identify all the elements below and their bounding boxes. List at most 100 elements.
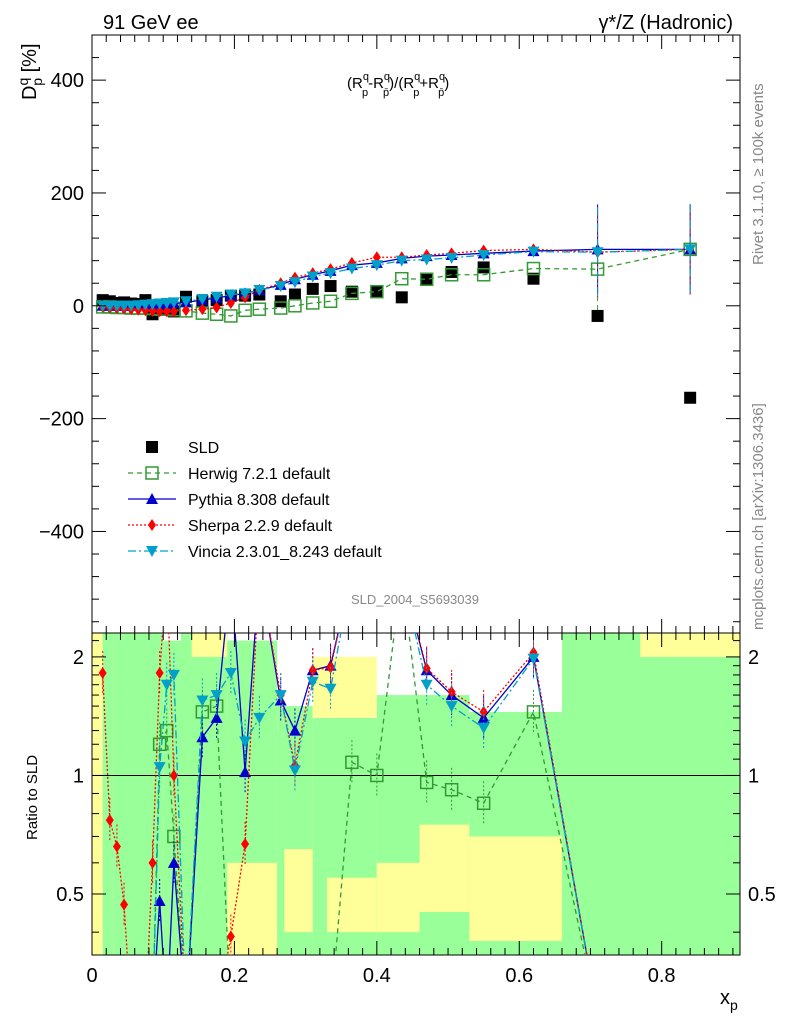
ratio-band — [191, 633, 228, 657]
main-data-point — [224, 309, 238, 323]
ratio-data-point — [526, 705, 541, 719]
main-data-point — [179, 296, 192, 308]
legend-marker — [148, 519, 156, 531]
ratio-y-tick-label-right: 2 — [748, 647, 759, 669]
ratio-band — [312, 656, 377, 718]
ratio-y-tick-label-right: 1 — [748, 765, 759, 787]
main-y-tick-label: 400 — [51, 70, 84, 92]
ratio-y-tick-label-right: 0.5 — [748, 884, 776, 906]
main-data-point — [395, 291, 408, 304]
main-data-point — [210, 291, 223, 303]
ratio-data-point — [148, 856, 157, 869]
legend-marker — [146, 441, 158, 453]
ratio-data-point — [477, 722, 490, 734]
x-tick-label: 0.2 — [221, 965, 249, 987]
main-data-point — [324, 280, 337, 293]
main-data-point — [526, 261, 541, 276]
ratio-data-point — [224, 668, 237, 680]
ratio-plot-frame — [91, 632, 741, 956]
main-data-point — [274, 295, 287, 308]
legend-entry-label: Vincia 2.3.01_8.243 default — [188, 544, 382, 561]
main-y-tick-label: 200 — [51, 183, 84, 205]
x-tick-label: 0 — [86, 965, 97, 987]
svg-text:Dqp [%]: Dqp [%] — [15, 44, 45, 101]
ratio-band — [419, 824, 470, 913]
ratio-data-point — [160, 679, 173, 691]
ratio-data-point — [370, 768, 384, 783]
ratio-band — [163, 640, 182, 955]
ratio-band — [376, 862, 420, 933]
main-data-point — [323, 294, 338, 309]
main-data-point — [212, 301, 221, 314]
ratio-data-point — [444, 782, 459, 797]
ratio-data-point — [196, 731, 209, 743]
ratio-data-point — [239, 736, 252, 748]
main-data-point — [684, 244, 697, 256]
main-data-point — [477, 250, 490, 262]
main-data-point — [306, 282, 319, 295]
ratio-band — [561, 633, 740, 955]
ratio-data-point — [226, 930, 235, 943]
ratio-data-point — [445, 701, 458, 713]
main-data-point — [476, 268, 491, 282]
main-data-point — [345, 263, 358, 275]
main-data-point — [148, 304, 157, 317]
main-data-point — [370, 260, 383, 272]
main-data-point — [253, 284, 266, 296]
ratio-data-point — [210, 690, 223, 702]
main-data-point — [419, 272, 434, 287]
main-data-point — [288, 277, 301, 289]
ratio-data-point — [274, 690, 287, 702]
legend-entry-label: Pythia 8.308 default — [188, 492, 330, 509]
main-data-point — [345, 285, 358, 298]
ratio-data-point — [476, 796, 491, 810]
main-data-point — [274, 281, 287, 293]
main-series-group — [95, 204, 697, 404]
ratio-data-point — [153, 894, 166, 906]
ratio-data-point — [288, 765, 301, 777]
ratio-data-point — [169, 769, 178, 782]
ratio-data-point — [306, 676, 319, 688]
x-tick-label: 0.4 — [363, 965, 391, 987]
ratio-data-point — [153, 762, 166, 774]
main-data-point — [420, 272, 433, 285]
ratio-data-point — [160, 723, 174, 738]
main-data-point — [444, 268, 459, 282]
main-data-point — [306, 271, 319, 283]
legend-marker — [146, 493, 158, 504]
x-tick-label: 0.8 — [648, 965, 676, 987]
ratio-band — [640, 633, 740, 657]
x-axis-label: xp — [720, 987, 738, 1013]
plot-axes: −400 −200 0 200 400 0.5 0.5 1 1 2 2 0 0.2 0.4 0.6 0.8 — [39, 35, 776, 987]
ratio-data-point — [155, 667, 164, 680]
ratio-band — [469, 836, 562, 941]
main-data-point — [252, 302, 267, 316]
ratio-y-tick-label: 0.5 — [56, 884, 84, 906]
main-data-point — [167, 297, 180, 309]
main-data-point — [684, 391, 697, 404]
main-data-point — [198, 303, 207, 316]
ratio-data-point — [308, 664, 317, 677]
main-data-point — [395, 271, 409, 286]
ratio-data-point — [196, 695, 209, 707]
legend-marker — [145, 466, 159, 480]
main-data-point — [238, 303, 252, 318]
main-data-point — [527, 246, 540, 258]
main-data-point — [477, 261, 490, 274]
ratio-data-point — [241, 837, 250, 850]
ratio-data-point — [345, 755, 359, 770]
main-data-point — [370, 284, 384, 299]
main-data-point — [155, 305, 164, 318]
x-tick-label: 0.6 — [505, 965, 533, 987]
analysis-watermark: SLD_2004_S5693039 — [351, 592, 479, 607]
legend-entry-label: Sherpa 2.2.9 default — [188, 518, 333, 535]
main-data-point — [169, 305, 178, 318]
main-data-point — [239, 288, 252, 300]
legend: SLD Herwig 7.2.1 default Pythia 8.308 defa… — [128, 440, 382, 561]
legend-marker — [146, 546, 158, 557]
main-y-tick-label: −400 — [39, 521, 84, 543]
header-left-label: 91 GeV ee — [103, 12, 199, 34]
ratio-data-point — [105, 814, 114, 827]
main-data-point — [196, 294, 209, 306]
